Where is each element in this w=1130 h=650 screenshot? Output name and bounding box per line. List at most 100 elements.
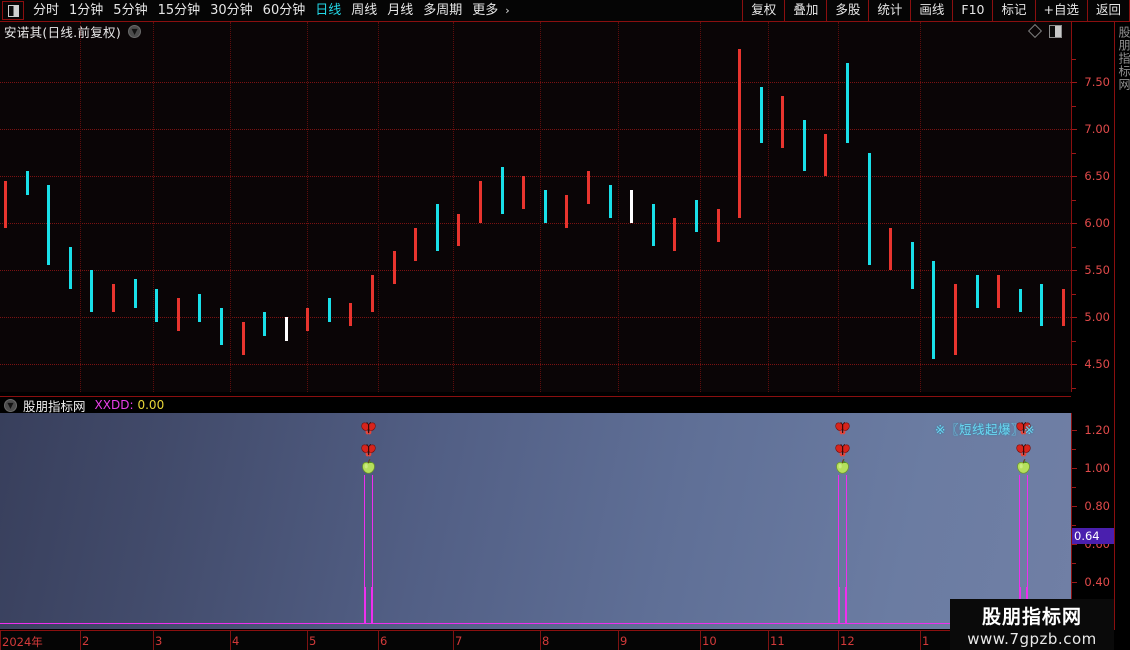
candlestick-bar (479, 180, 483, 223)
tab-more[interactable]: 更多 (472, 3, 499, 18)
butterfly-icon (1016, 442, 1031, 457)
candlestick-bar (565, 194, 569, 228)
vertical-gridline (768, 22, 769, 392)
candlestick-bar (155, 288, 159, 322)
price-axis-label: 6.50 (1084, 169, 1110, 183)
time-axis-label: 1 (922, 634, 930, 648)
candlestick-bar (608, 185, 612, 219)
btn-diejia[interactable]: 叠加 (784, 0, 826, 21)
watermark-url: www.7gpzb.com (967, 629, 1097, 648)
btn-f10[interactable]: F10 (952, 0, 992, 21)
indicator-axis-minor-tick (1072, 468, 1076, 469)
price-axis-minor-tick (1072, 293, 1076, 295)
tab-5min[interactable]: 5分钟 (113, 3, 148, 18)
candlestick-bar (435, 204, 439, 252)
indicator-gradient-background (0, 413, 1071, 629)
mini-panel-icon[interactable] (1049, 24, 1062, 38)
btn-fuquan[interactable]: 复权 (742, 0, 784, 21)
candlestick-bar (586, 171, 590, 205)
candlestick-bar (651, 204, 655, 247)
time-axis-separator (230, 631, 231, 650)
signal-spike (1019, 475, 1028, 623)
candlestick-bar (198, 293, 202, 322)
candlestick-bar (284, 317, 288, 341)
indicator-axis-minor-tick (1072, 487, 1076, 488)
candlestick-bar (90, 270, 94, 313)
btn-duogu[interactable]: 多股 (826, 0, 868, 21)
toolbar-period-group: 分时 1分钟 5分钟 15分钟 30分钟 60分钟 日线 周线 月线 多周期 更… (0, 0, 516, 21)
indicator-chart-pane[interactable] (0, 413, 1071, 629)
candlestick-bar (392, 251, 396, 285)
tab-1min[interactable]: 1分钟 (69, 3, 104, 18)
indicator-chevron-down-icon[interactable]: ▼ (4, 398, 17, 412)
diamond-icon[interactable] (1027, 23, 1043, 39)
tab-multi-period[interactable]: 多周期 (423, 3, 463, 18)
right-vertical-watermark-strip: 股朋指标网 (1114, 22, 1130, 630)
price-axis-label: 7.50 (1084, 75, 1110, 89)
gridline (0, 223, 1071, 224)
price-axis: 7.50 7.00 6.50 6.00 5.50 5.00 4.50 (1071, 22, 1114, 392)
tab-60min[interactable]: 60分钟 (262, 3, 306, 18)
btn-add-watchlist[interactable]: +自选 (1034, 0, 1087, 21)
vertical-watermark-text: 股朋指标网 (1117, 26, 1130, 91)
time-axis-label: 6 (380, 634, 388, 648)
time-axis-separator (768, 631, 769, 650)
candlestick-bar (673, 218, 677, 252)
btn-tongji[interactable]: 统计 (868, 0, 910, 21)
vertical-gridline (618, 22, 619, 392)
panel-toggle-icon[interactable] (2, 1, 24, 20)
vertical-gridline (80, 22, 81, 392)
candlestick-bar (889, 227, 893, 270)
btn-back[interactable]: 返回 (1086, 0, 1130, 21)
gridline (0, 364, 1071, 365)
candlestick-bar (457, 213, 461, 247)
candlestick-bar (716, 208, 720, 242)
indicator-key: XXDD: (94, 398, 134, 412)
tab-daily[interactable]: 日线 (315, 3, 342, 18)
tab-monthly[interactable]: 月线 (387, 3, 414, 18)
candlestick-bar (327, 298, 331, 322)
indicator-axis-minor-tick (1072, 525, 1076, 526)
indicator-axis-minor-tick (1072, 506, 1076, 507)
time-axis-separator (307, 631, 308, 650)
candlestick-bar (910, 241, 914, 289)
candlestick-bar (414, 227, 418, 261)
candlestick-bar (47, 185, 51, 266)
candlestick-bar (1062, 288, 1065, 327)
tab-weekly[interactable]: 周线 (351, 3, 378, 18)
indicator-axis-label: 1.20 (1084, 423, 1110, 437)
price-axis-label: 5.50 (1084, 263, 1110, 277)
candlestick-bar (241, 321, 245, 355)
candlestick-bar (954, 284, 958, 355)
price-axis-minor-tick (1072, 199, 1076, 201)
candlestick-bar (975, 274, 979, 308)
vertical-gridline (700, 22, 701, 392)
vertical-gridline (378, 22, 379, 392)
page-title: 安诺其(日线.前复权) (4, 24, 122, 40)
butterfly-icon (835, 420, 850, 435)
candlestick-bar (1040, 284, 1044, 327)
btn-biaoji[interactable]: 标记 (992, 0, 1034, 21)
time-axis-separator (838, 631, 839, 650)
price-pane-header: 安诺其(日线.前复权) ▼ (0, 22, 1130, 40)
signal-spike (838, 475, 847, 623)
price-chart-pane[interactable] (0, 22, 1071, 392)
candlestick-bar (219, 307, 223, 346)
time-axis-label: 12 (840, 634, 855, 648)
candlestick-bar (349, 302, 353, 327)
time-axis-label: 2 (82, 634, 90, 648)
price-axis-minor-tick (1072, 176, 1076, 177)
vertical-gridline (453, 22, 454, 392)
btn-huaxian[interactable]: 画线 (910, 0, 952, 21)
tab-30min[interactable]: 30分钟 (210, 3, 253, 18)
tab-fenshi[interactable]: 分时 (33, 3, 60, 18)
candlestick-bar (176, 298, 180, 332)
tab-15min[interactable]: 15分钟 (157, 3, 201, 18)
candlestick-bar (371, 274, 375, 313)
chevron-right-icon[interactable]: › (505, 4, 510, 17)
chevron-down-icon[interactable]: ▼ (128, 24, 142, 38)
candlestick-bar (759, 86, 763, 144)
price-axis-minor-tick (1072, 387, 1076, 389)
candlestick-bar (932, 260, 936, 360)
